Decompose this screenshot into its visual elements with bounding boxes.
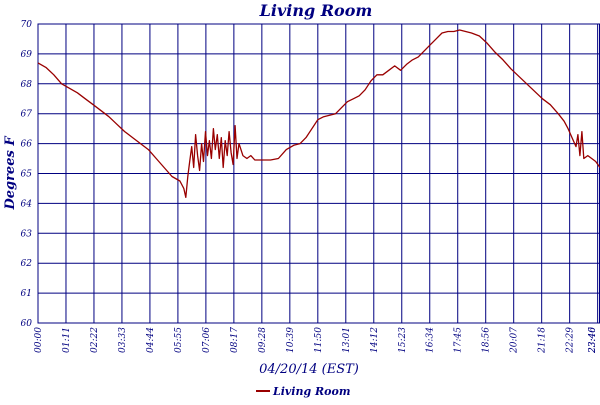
x-tick-label: 01:11 <box>62 327 72 353</box>
x-tick-label: 16:34 <box>426 327 436 353</box>
y-tick-label: 60 <box>21 319 33 329</box>
x-tick-label: 04:44 <box>146 327 156 353</box>
legend-label-living-room: Living Room <box>272 385 350 398</box>
series-line-0 <box>37 29 600 199</box>
x-tick-label: 20:07 <box>510 327 520 354</box>
y-tick-label: 62 <box>21 259 33 269</box>
y-tick-label: 69 <box>21 50 33 60</box>
y-axis-ticks: 60 61 62 63 64 65 66 67 68 69 70 <box>21 20 33 329</box>
x-tick-label: 14:12 <box>370 327 380 353</box>
x-tick-label: 02:22 <box>90 327 100 353</box>
x-axis-title: 04/20/14 (EST) <box>259 362 359 377</box>
series-group <box>37 29 600 199</box>
y-axis-title: Degrees F <box>3 136 18 211</box>
x-tick-label: 13:01 <box>342 327 352 353</box>
x-tick-label: 21:18 <box>538 327 548 354</box>
x-axis-ticks: 00:00 01:11 02:22 03:33 04:44 05:55 07:06 08:17… <box>34 327 598 354</box>
y-tick-label: 64 <box>21 199 33 209</box>
y-tick-label: 70 <box>21 20 33 30</box>
y-tick-label: 65 <box>21 170 33 180</box>
x-tick-label: 18:56 <box>482 327 492 353</box>
x-tick-label: 07:06 <box>202 327 212 353</box>
x-tick-label: 15:23 <box>398 327 408 353</box>
x-tick-label: 09:28 <box>258 327 268 353</box>
x-tick-label: 17:45 <box>454 327 464 353</box>
x-tick-label: 23:40 <box>588 327 598 354</box>
y-tick-label: 67 <box>21 110 33 120</box>
x-tick-label: 03:33 <box>118 327 128 353</box>
y-tick-label: 68 <box>21 80 33 90</box>
x-tick-label: 11:50 <box>314 327 324 353</box>
y-tick-label: 63 <box>21 229 33 239</box>
x-tick-label: 08:17 <box>230 327 240 353</box>
x-tick-label: 10:39 <box>286 327 296 353</box>
grid <box>37 23 600 324</box>
chart-title: Living Room <box>259 1 373 20</box>
x-tick-label: 22:29 <box>566 327 576 354</box>
x-tick-label: 05:55 <box>174 327 184 353</box>
x-tick-label: 23:46 <box>588 327 598 354</box>
y-tick-label: 66 <box>21 140 33 150</box>
y-tick-label: 61 <box>21 289 32 299</box>
legend: Living Room <box>256 385 350 398</box>
x-tick-label: 00:00 <box>34 327 44 353</box>
